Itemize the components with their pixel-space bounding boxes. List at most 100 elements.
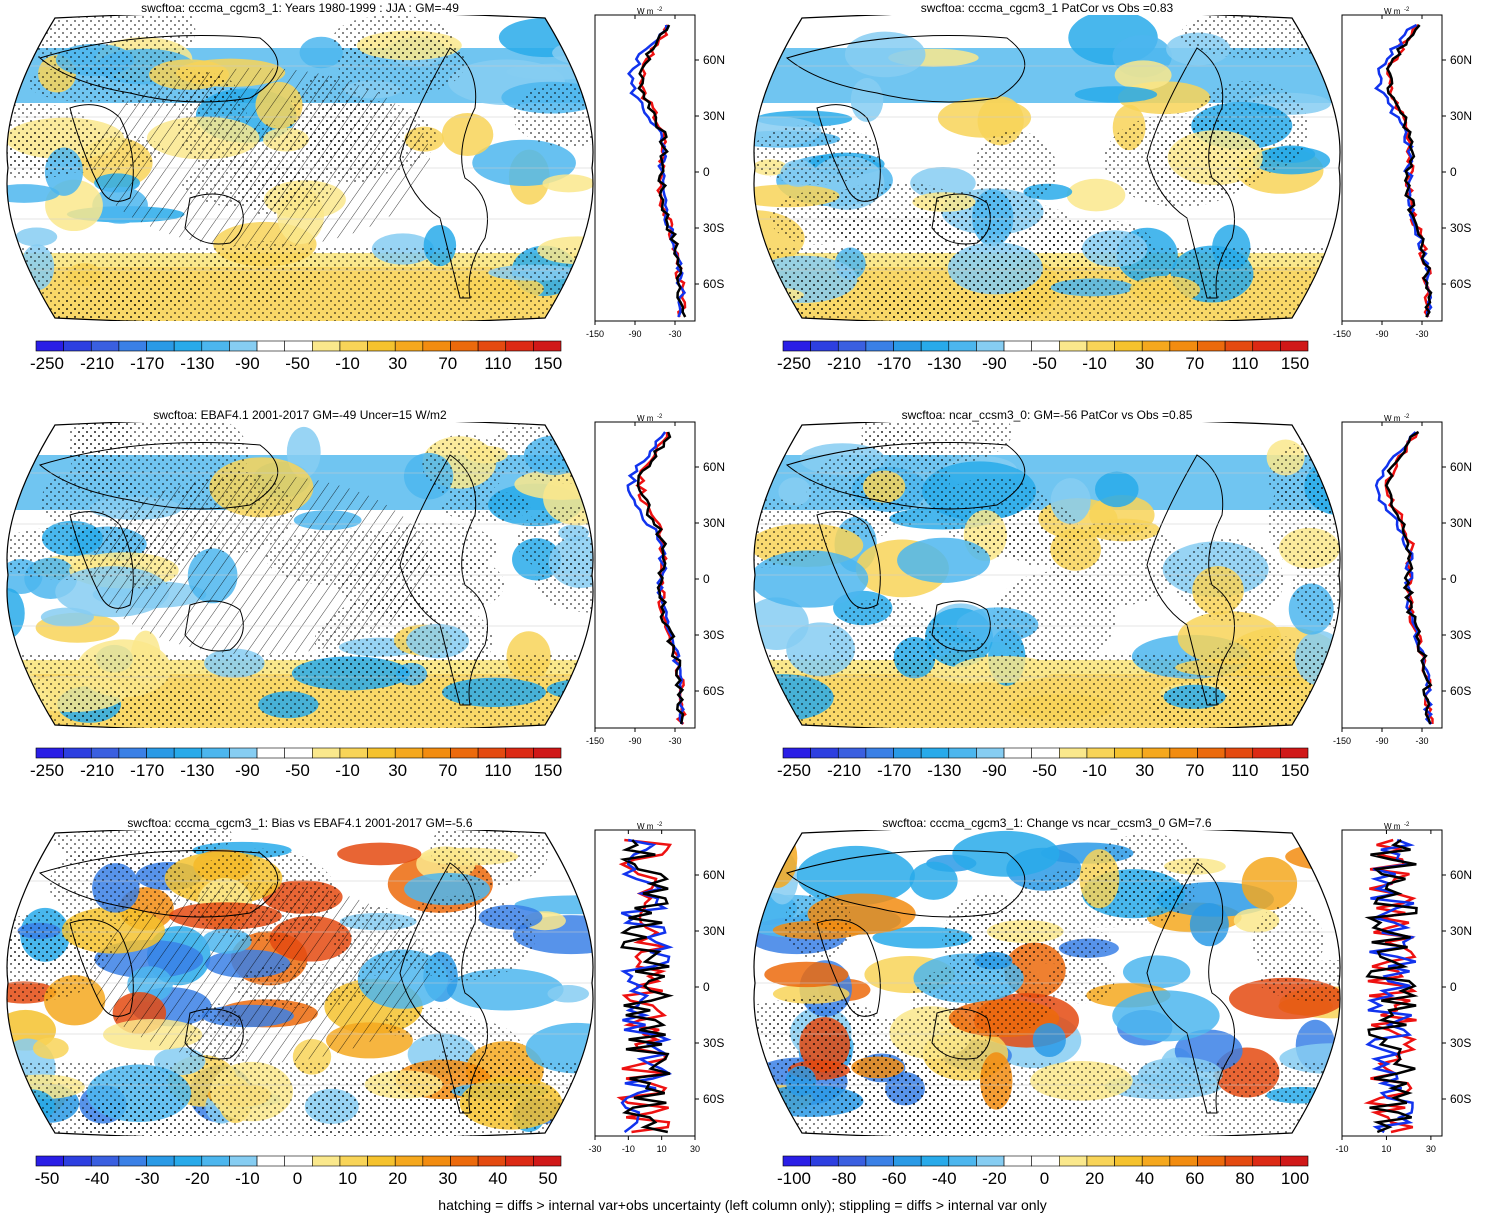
colorbar-tick-label: -60 [881,1169,907,1188]
latitude-label: 0 [1450,980,1457,994]
robinson-map [753,15,1341,321]
latitude-label: 60N [1450,460,1472,474]
panel-title: swcftoa: ncar_ccsm3_0: GM=-56 PatCor vs … [901,408,1193,422]
profile-x-tick: -90 [628,329,641,339]
colorbar-tick-label: -50 [285,354,310,373]
colorbar-tick-label: 110 [1231,761,1259,780]
colorbar [35,340,562,352]
colorbar-tick-label: -50 [1032,354,1057,373]
latitude-label: 60S [703,684,724,698]
colorbar-tick-label: -170 [130,761,165,780]
colorbar-tick-label: 70 [438,761,458,780]
colorbar [35,747,562,759]
colorbar-tick-label: -50 [285,761,310,780]
latitude-label: 30N [703,516,725,530]
latitude-label: 60N [703,53,725,67]
colorbar-tick-label: -130 [927,354,962,373]
profile-x-tick: 10 [1381,1144,1391,1154]
colorbar-tick-label: -250 [776,354,812,373]
robinson-map [753,422,1341,728]
profile-series-line [1374,23,1433,318]
colorbar-tick-label: 20 [388,1169,408,1188]
colorbar-tick-label: -100 [776,1169,812,1188]
colorbar-tick-label: -10 [1082,761,1107,780]
colorbar-tick-label: -10 [1082,354,1107,373]
colorbar-tick-label: -40 [932,1169,957,1188]
profile-series-line [636,431,685,725]
robinson-map [6,422,594,728]
colorbar-tick-label: 150 [533,761,563,780]
colorbar-tick-label: -210 [80,354,115,373]
profile-x-tick: -10 [622,1144,635,1154]
colorbar-tick-label: 40 [488,1169,508,1188]
latitude-label: 30N [1450,516,1472,530]
colorbar-tick-label: 30 [388,354,408,373]
robinson-map [6,15,594,321]
profile-x-tick: -30 [668,329,681,339]
colorbar-tick-label: 40 [1135,1169,1155,1188]
profile-x-tick: -30 [1415,329,1428,339]
panel-title: swcftoa: cccma_cgcm3_1 PatCor vs Obs =0.… [920,1,1174,15]
panel-title: swcftoa: EBAF4.1 2001-2017 GM=-49 Uncer=… [153,408,447,422]
latitude-label: 30S [703,628,724,642]
profile-x-tick: 10 [657,1144,667,1154]
zonal-mean-profile: W m -2 60N 30N 0 30S 60S -150 -90 -30 [1333,414,1472,746]
colorbar-tick-label: 60 [1185,1169,1205,1188]
profile-x-tick: -30 [668,736,681,746]
colorbar-tick-label: -210 [80,761,115,780]
zonal-mean-profile: W m -2 60N 30N 0 30S 60S -150 -90 -30 [586,414,725,746]
profile-x-tick: -90 [628,736,641,746]
latitude-label: 60S [1450,277,1471,291]
zonal-mean-profile: W m -2 60N 30N 0 30S 60S -150 -90 -30 [586,7,725,339]
profile-unit: W m [1384,414,1401,423]
latitude-label: 60S [703,277,724,291]
zonal-mean-profile: W m -2 60N 30N 0 30S 60S -150 -90 -30 [1333,7,1472,339]
latitude-label: 30S [703,221,724,235]
profile-series-line [1374,431,1433,725]
colorbar-tick-label: -170 [877,761,912,780]
latitude-label: 60N [703,460,725,474]
colorbar-tick-label: -10 [335,354,360,373]
robinson-map [6,830,594,1136]
profile-x-tick: -150 [586,736,604,746]
profile-unit: W m [1384,822,1401,831]
panel-title: swcftoa: cccma_cgcm3_1: Bias vs EBAF4.1 … [127,816,473,830]
latitude-label: 60N [1450,53,1472,67]
latitude-label: 30N [703,924,725,938]
profile-unit-sup: -2 [1404,414,1410,420]
profile-x-tick: -30 [588,1144,601,1154]
latitude-label: 0 [1450,165,1457,179]
profile-unit: W m [637,822,654,831]
profile-unit: W m [637,414,654,423]
latitude-label: 30N [703,109,725,123]
profile-unit-sup: -2 [657,414,663,420]
latitude-label: 60S [1450,1092,1471,1106]
latitude-label: 30N [1450,109,1472,123]
colorbar-tick-label: 110 [484,761,512,780]
colorbar-tick-label: -210 [827,761,862,780]
colorbar-tick-label: -90 [982,354,1007,373]
colorbar-tick-label: 30 [388,761,408,780]
profile-x-tick: 30 [1426,1144,1436,1154]
colorbar-tick-label: -90 [235,354,260,373]
footer-caption: hatching = diffs > internal var+obs unce… [438,1197,1047,1213]
profile-series-line [1386,24,1432,318]
profile-x-tick: 30 [690,1144,700,1154]
colorbar-tick-label: 100 [1280,1169,1310,1188]
profile-unit-sup: -2 [657,822,663,828]
colorbar-tick-label: 150 [1280,354,1310,373]
latitude-label: 60N [703,868,725,882]
latitude-label: 30S [1450,628,1471,642]
latitude-label: 0 [703,980,710,994]
colorbar-tick-label: 150 [533,354,563,373]
colorbar-tick-label: -50 [1032,761,1057,780]
profile-series-line [619,839,674,1134]
colorbar-tick-label: -250 [776,761,812,780]
colorbar-tick-label: -170 [877,354,912,373]
colorbar [782,340,1309,352]
colorbar-tick-label: 70 [438,354,458,373]
robinson-map [753,830,1341,1136]
colorbar-tick-label: 150 [1280,761,1310,780]
colorbar-tick-label: 110 [484,354,512,373]
profile-unit-sup: -2 [1404,822,1410,828]
